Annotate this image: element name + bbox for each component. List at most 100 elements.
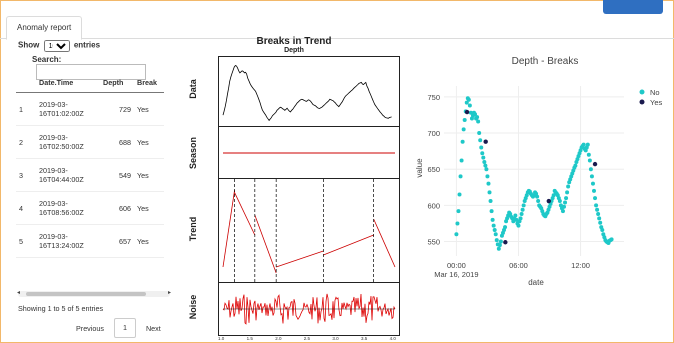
datetime-line1: 2019-03- [39, 166, 68, 175]
bfast-x-tick: 3.5 [361, 336, 368, 341]
scatter-points [454, 96, 614, 251]
data-series-svg [222, 65, 392, 122]
row-depth: 549 [100, 158, 134, 192]
col-header-depth[interactable]: Depth [100, 72, 134, 93]
point-no [483, 163, 488, 168]
point-no [587, 158, 592, 163]
point-yes [546, 198, 551, 204]
row-depth: 606 [100, 191, 134, 225]
table-row[interactable]: 5 2019-03- 16T13:24:00Z 657 Yes [16, 224, 164, 258]
point-no [600, 227, 605, 232]
datetime-line1: 2019-03- [39, 232, 68, 241]
table-row[interactable]: 2 2019-03- 16T02:50:00Z 688 Yes [16, 125, 164, 159]
point-no [485, 174, 490, 179]
point-no [536, 199, 541, 204]
row-index: 2 [16, 125, 36, 159]
point-no [467, 103, 472, 108]
point-no [563, 200, 568, 205]
bfast-x-tick: 4.0 [389, 336, 396, 341]
table-row[interactable]: 3 2019-03- 16T04:44:00Z 549 Yes [16, 158, 164, 192]
point-no [489, 209, 494, 214]
point-no [518, 216, 523, 221]
point-no [535, 194, 540, 199]
row-depth: 729 [100, 92, 134, 126]
point-no [487, 190, 492, 195]
x-tick-label: 06:00 [509, 261, 528, 270]
point-no [581, 142, 586, 147]
row-datetime: 2019-03- 16T01:02:00Z [36, 92, 100, 126]
point-no [476, 119, 481, 124]
entries-select[interactable]: 10 [43, 40, 70, 52]
trend-panel [218, 178, 400, 284]
col-header-break[interactable]: Break [134, 72, 164, 93]
point-no [588, 167, 593, 172]
bfast-x-tick: 2.0 [275, 336, 282, 341]
noise-panel [218, 282, 400, 336]
point-no [597, 216, 602, 221]
datetime-line1: 2019-03- [39, 100, 68, 109]
point-no [598, 220, 603, 225]
tab-strip [0, 16, 674, 39]
trend-svg [222, 179, 396, 283]
data-axis-label: Data [188, 79, 198, 99]
row-depth: 688 [100, 125, 134, 159]
show-label: Show [18, 40, 40, 50]
scroll-left-icon[interactable]: ◂ [17, 290, 21, 296]
row-index: 3 [16, 158, 36, 192]
x-tick-label: Mar 16, 2019 [434, 270, 478, 279]
point-no [503, 225, 508, 230]
data-panel [218, 56, 400, 128]
point-no [464, 100, 469, 105]
point-no [491, 223, 496, 228]
point-no [520, 207, 525, 212]
y-tick-label: 700 [427, 129, 440, 138]
x-axis-label: date [528, 278, 544, 287]
point-no [497, 243, 502, 248]
point-no [478, 138, 483, 143]
y-tick-label: 750 [427, 93, 440, 102]
bfast-subtitle: Depth [284, 47, 304, 54]
point-no [466, 97, 471, 102]
legend-label[interactable]: Yes [650, 98, 662, 107]
point-no [461, 127, 466, 132]
previous-button[interactable]: Previous [76, 323, 104, 333]
point-no [560, 209, 565, 214]
trend-segment [254, 214, 277, 274]
datetime-line2: 16T04:44:00Z [39, 175, 84, 184]
point-no [566, 184, 571, 189]
point-no [498, 239, 503, 244]
row-break: Yes [134, 191, 164, 225]
point-yes [483, 139, 488, 144]
table-row[interactable]: 4 2019-03- 16T08:56:00Z 606 Yes [16, 191, 164, 225]
point-no [589, 174, 594, 179]
point-no [565, 190, 570, 195]
legend-label[interactable]: No [650, 88, 660, 97]
entries-label: entries [73, 40, 101, 50]
page-1-button[interactable]: 1 [113, 318, 136, 338]
point-yes [592, 161, 598, 167]
next-button[interactable]: Next [145, 323, 161, 333]
table-row[interactable]: 1 2019-03- 16T01:02:00Z 729 Yes [16, 92, 164, 126]
horizontal-scrollbar[interactable]: ◂ ▸ [17, 290, 171, 297]
point-no [496, 246, 501, 251]
datetime-line1: 2019-03- [39, 199, 68, 208]
scrollbar-thumb[interactable] [26, 292, 146, 296]
col-header-datetime[interactable]: Date.Time [36, 72, 100, 93]
trend-segment [323, 234, 374, 256]
point-no [521, 203, 526, 208]
table-info: Showing 1 to 5 of 5 entries [18, 304, 104, 313]
legend-marker [639, 89, 645, 95]
top-action-button[interactable] [603, 0, 663, 14]
col-header-index [16, 72, 36, 93]
point-no [585, 142, 590, 147]
y-tick-label: 600 [427, 201, 440, 210]
row-datetime: 2019-03- 16T08:56:00Z [36, 191, 100, 225]
point-no [457, 192, 462, 197]
bfast-plot: Breaks in Trend Depth Data Season Trend … [178, 36, 410, 343]
scroll-right-icon[interactable]: ▸ [167, 290, 171, 296]
trend-segment [373, 218, 396, 268]
tab-anomaly-report[interactable]: Anomaly report [6, 16, 83, 40]
datetime-line1: 2019-03- [39, 133, 68, 142]
